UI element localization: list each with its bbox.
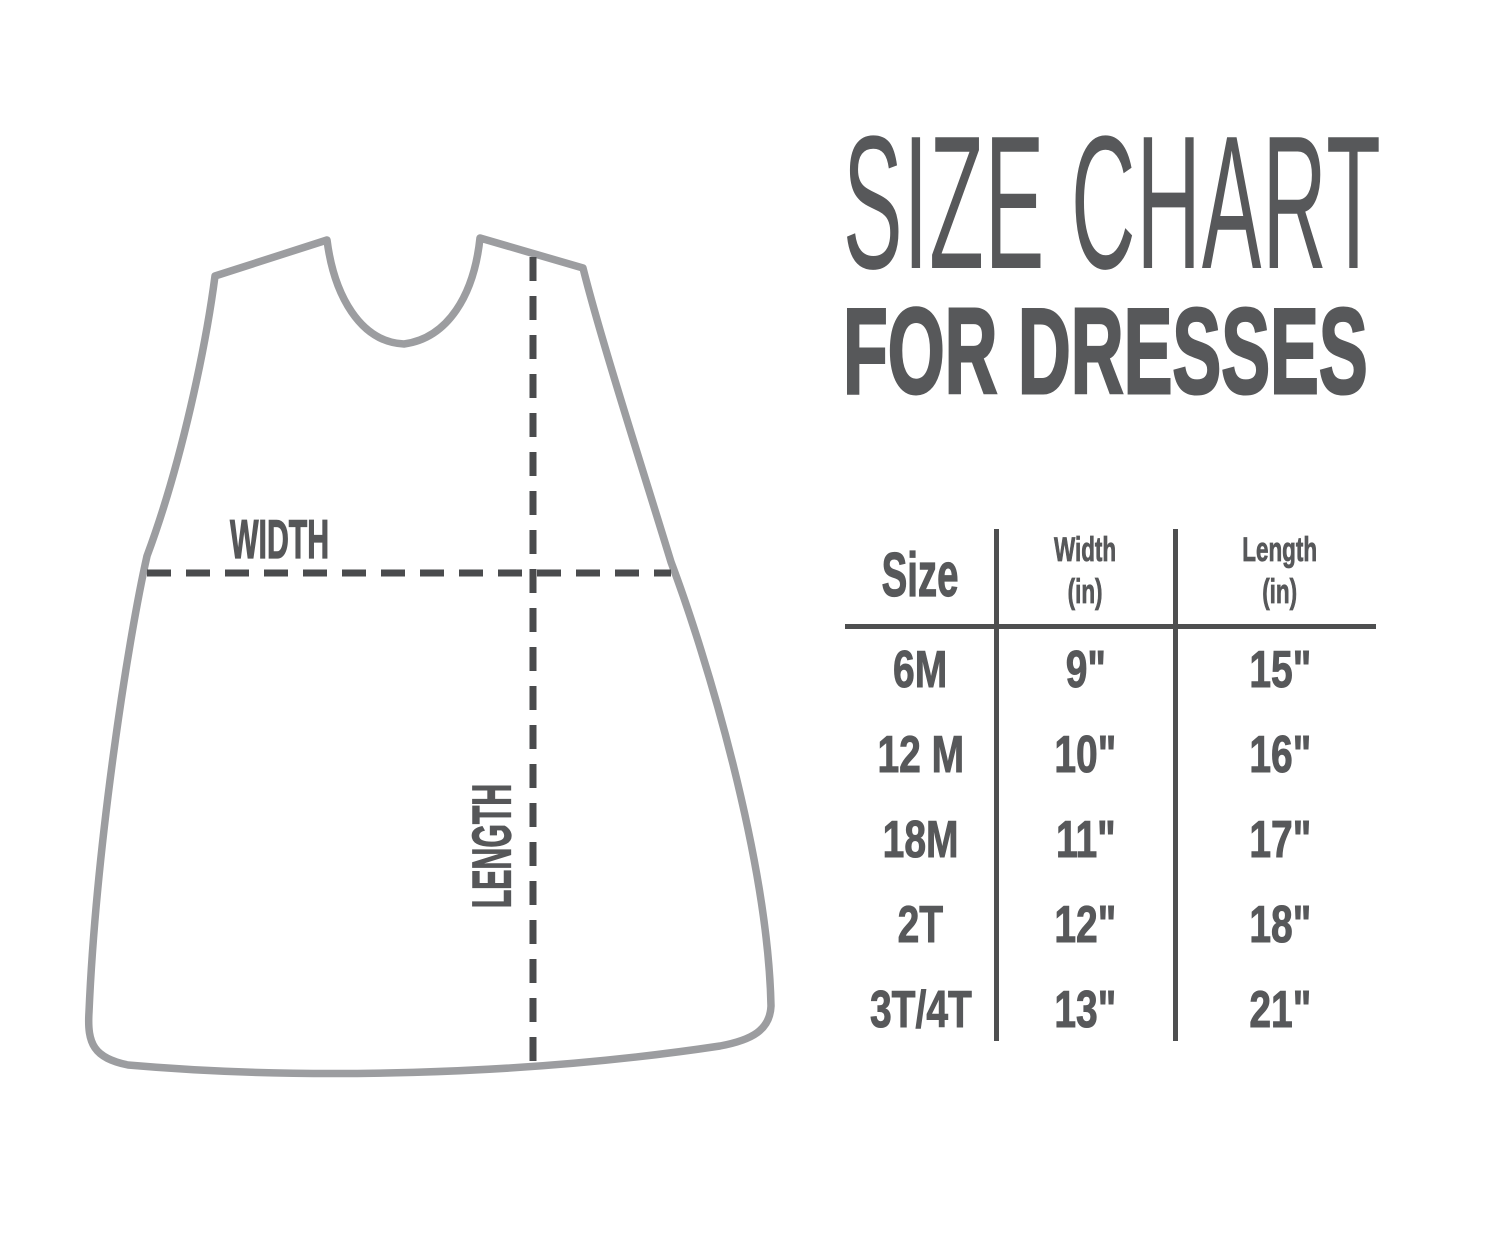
table-row-2t-length: 18" xyxy=(1249,895,1312,954)
table-row-3t4t-width: 13" xyxy=(1054,980,1117,1039)
table-row-18m-size: 18M xyxy=(882,810,959,869)
table-row-12m-size: 12 M xyxy=(877,725,964,784)
table-header-rule xyxy=(845,624,1376,629)
column-header-size-label: Size xyxy=(882,540,960,610)
table-row-6m-length: 15" xyxy=(1249,640,1312,699)
column-header-width-label: Width xyxy=(1054,531,1117,570)
table-row-6m-width: 9" xyxy=(1065,640,1106,699)
table-row-6m-size: 6M xyxy=(893,640,948,699)
table-row-2t-width: 12" xyxy=(1054,895,1117,954)
table-row-18m-length: 17" xyxy=(1249,810,1312,869)
table-row-3t4t-size: 3T/4T xyxy=(869,980,972,1039)
table-row-2t-size: 2T xyxy=(897,895,944,954)
column-header-length: Length (in) xyxy=(1175,515,1385,627)
table-row-12m-width: 10" xyxy=(1054,725,1117,784)
page-title: SIZE CHART xyxy=(843,97,1382,309)
table-row-12m-length: 16" xyxy=(1249,725,1312,784)
column-header-length-unit: (in) xyxy=(1262,573,1298,612)
page-subtitle: FOR DRESSES xyxy=(842,283,1368,419)
size-table: Size Width (in) Length (in) 6M 9" 15" 12… xyxy=(845,515,1385,1055)
table-row-3t4t-length: 21" xyxy=(1249,980,1312,1039)
table-column-separator-1 xyxy=(994,529,999,1041)
column-header-width-unit: (in) xyxy=(1068,573,1103,612)
width-dimension-label: WIDTH xyxy=(230,508,330,570)
column-header-size: Size xyxy=(845,515,996,627)
table-column-separator-2 xyxy=(1173,529,1178,1041)
length-dimension-label: LENGTH xyxy=(460,783,523,909)
column-header-length-label: Length xyxy=(1242,531,1318,570)
column-header-width: Width (in) xyxy=(996,515,1175,627)
dress-outline xyxy=(84,234,775,1078)
table-row-18m-width: 11" xyxy=(1055,810,1116,869)
